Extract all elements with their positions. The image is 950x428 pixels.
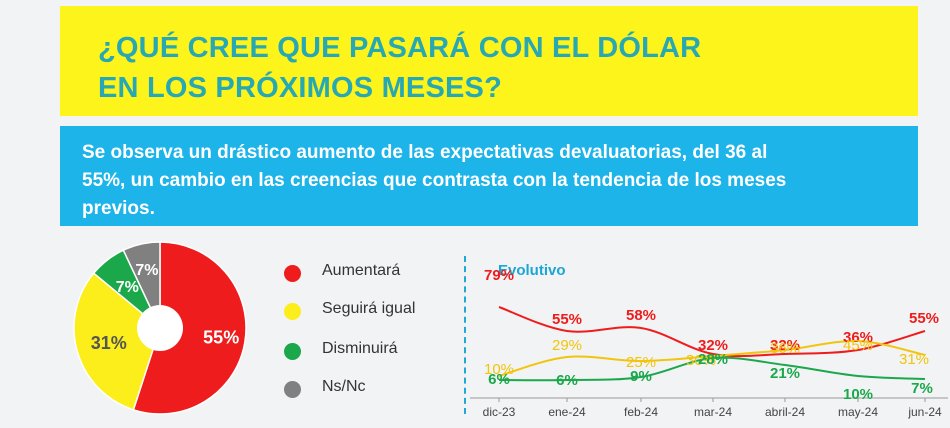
pie-slice-2 [73,272,161,411]
data-label-aumentara: 55% [552,311,582,328]
x-tick-label: may-24 [838,405,878,419]
data-label-aumentara: 55% [909,310,939,327]
x-tick-label: abril-24 [765,405,805,419]
data-label-seguira-igual: 31% [899,351,929,368]
subtitle-banner: Se observa un drástico aumento de las ex… [60,126,918,226]
subtitle-line-3: previos. [82,198,155,219]
legend-label-aumentara: Aumentará [322,262,401,279]
pie-slice-1 [132,241,247,415]
subtitle-line-1: Se observa un drástico aumento de las ex… [82,142,768,163]
line-chart: dic-23 ene-24 feb-24 mar-24 abril-24 may-24 ju… [470,267,948,419]
data-label-seguira-igual: 29% [552,337,582,354]
x-tick-label: mar-24 [694,405,732,419]
x-tick-label: feb-24 [624,405,658,419]
x-tick-label: ene-24 [548,405,586,419]
data-label-disminuira: 10% [843,386,873,403]
subtitle-line-2: 55%, un cambio en las creencias que cont… [82,170,787,191]
data-label-seguira-igual: 36% [770,340,800,357]
data-label-seguira-igual: 25% [626,354,656,371]
legend-swatch-seguira-igual [284,303,301,320]
data-label-disminuira: 6% [488,371,510,388]
legend-swatch-ns-nc [284,381,301,398]
pie-value-label-4: 7% [135,262,158,279]
data-label-aumentara: 32% [698,337,728,354]
data-label-disminuira: 21% [770,365,800,382]
title-line-2: EN LOS PRÓXIMOS MESES? [98,72,503,104]
x-tick-label: dic-23 [483,405,516,419]
data-label-aumentara: 79% [484,267,514,284]
pie-value-label-2: 31% [91,333,127,353]
legend-swatch-aumentara [284,265,301,282]
pie-value-label-1: 55% [203,328,239,348]
data-label-disminuira: 28% [698,351,728,368]
pie-slice-4 [122,241,161,329]
line-chart-title: Evolutivo [498,262,566,279]
data-label-disminuira: 9% [630,368,652,385]
series-line-aumentara [498,306,926,358]
data-label-aumentara: 58% [626,307,656,324]
data-label-aumentara: 32% [770,337,800,354]
title-line-1: ¿QUÉ CREE QUE PASARÁ CON EL DÓLAR [98,32,702,64]
data-label-seguira-igual: 10% [484,361,514,378]
data-label-disminuira: 6% [556,372,578,389]
data-label-disminuira: 7% [911,380,933,397]
x-tick-label: jun-24 [907,405,942,419]
data-label-seguira-igual: 45% [843,337,873,354]
legend-swatch-disminuira [284,343,301,360]
pie-center-hole [137,305,183,351]
title-banner: ¿QUÉ CREE QUE PASARÁ CON EL DÓLAR EN LOS… [60,6,918,116]
series-line-seguira-igual [498,339,926,377]
legend-label-disminuira: Disminuirá [322,340,398,357]
legend-label-seguira-igual: Seguirá igual [322,300,416,317]
data-label-seguira-igual: 30% [686,352,716,369]
legend-label-ns-nc: Ns/Nc [322,378,366,395]
pie-value-label-3: 7% [116,279,139,296]
series-line-disminuira [498,356,926,382]
data-label-aumentara: 36% [843,329,873,346]
dashed-divider [464,256,466,414]
pie-chart: 55% 31% 7%7% [73,241,247,415]
